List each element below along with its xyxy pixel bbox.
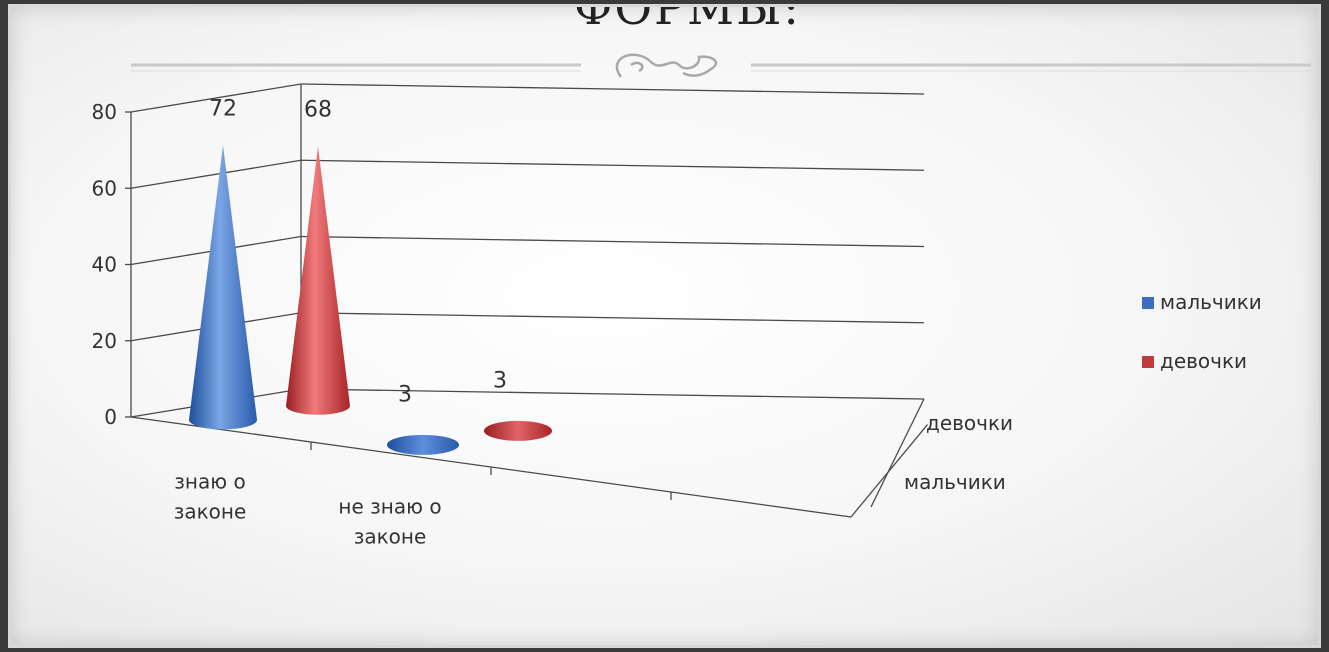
cone-bar — [189, 145, 257, 430]
gridline-back — [300, 159, 925, 171]
cone-bar — [387, 434, 459, 455]
legend-label-girls: девочки — [1160, 349, 1247, 373]
gridline-back — [300, 83, 925, 95]
y-tick-label: 60 — [92, 176, 117, 200]
legend-label-boys: мальчики — [1160, 290, 1262, 314]
data-label: 3 — [493, 368, 507, 393]
cone-bar — [484, 420, 552, 441]
depth-axis-label: мальчики — [904, 470, 1006, 494]
chart: 0 20 40 60 80 знаю о законе не знаю о законе маль… — [92, 53, 1311, 548]
cone-bar — [286, 146, 350, 415]
gridline-side — [130, 159, 302, 189]
y-tick-label: 80 — [92, 100, 117, 124]
gridline-back — [300, 388, 925, 400]
data-label: 68 — [304, 98, 332, 123]
ornament-divider — [131, 53, 1311, 78]
depth-axis-line — [870, 398, 925, 508]
legend-swatch-boys — [1142, 297, 1154, 309]
data-label: 3 — [398, 382, 412, 407]
gridline-back — [300, 235, 925, 248]
gridline-side — [130, 83, 302, 113]
legend: мальчики девочки — [1142, 290, 1262, 373]
gridline-back — [300, 312, 925, 324]
x-category-label: не знаю о законе — [338, 494, 441, 548]
slide-title: ФОРМЫ: — [574, 4, 801, 35]
y-tick-label: 40 — [92, 253, 117, 277]
x-category-label: знаю о законе — [174, 469, 247, 523]
data-label: 72 — [209, 96, 237, 121]
slide: ФОРМЫ: — [8, 4, 1321, 648]
y-tick-label: 0 — [104, 405, 117, 429]
legend-swatch-girls — [1142, 356, 1154, 368]
y-tick-label: 20 — [92, 329, 117, 353]
depth-axis-label: девочки — [926, 411, 1013, 435]
